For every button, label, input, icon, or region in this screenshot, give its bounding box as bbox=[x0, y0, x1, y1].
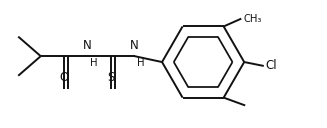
Text: H: H bbox=[90, 58, 97, 68]
Text: S: S bbox=[108, 71, 115, 84]
Text: N: N bbox=[130, 39, 139, 52]
Text: N: N bbox=[83, 39, 92, 52]
Text: CH₃: CH₃ bbox=[243, 14, 262, 24]
Text: O: O bbox=[60, 71, 69, 84]
Text: H: H bbox=[137, 58, 144, 68]
Text: Cl: Cl bbox=[266, 60, 277, 72]
